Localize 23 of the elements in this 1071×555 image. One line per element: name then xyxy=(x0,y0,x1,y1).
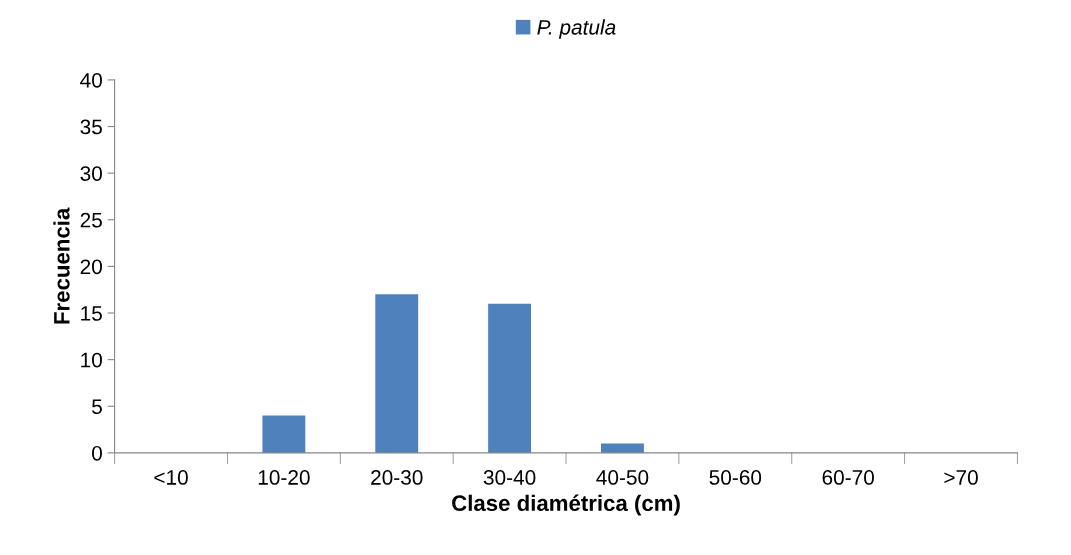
x-tick-label: 60-70 xyxy=(822,470,874,485)
y-tick-label: 35 xyxy=(80,119,102,135)
x-tick-label: >70 xyxy=(944,470,978,485)
y-tick-label: 20 xyxy=(80,259,102,275)
x-tick-label: 20-30 xyxy=(371,470,423,485)
x-tick-label: 30-40 xyxy=(483,470,536,485)
x-tick-label: <10 xyxy=(154,470,188,485)
y-tick-label: 25 xyxy=(80,212,102,228)
x-tick-label: 10-20 xyxy=(258,470,310,485)
x-axis-title: Clase diamétrica (cm) xyxy=(452,494,680,516)
y-tick-label: 30 xyxy=(80,166,102,181)
x-tick-label: 40-50 xyxy=(596,470,649,485)
y-tick-label: 40 xyxy=(80,72,102,88)
y-tick-label: 15 xyxy=(81,306,102,321)
y-tick-label: 10 xyxy=(81,352,102,368)
y-axis-title: Frecuencia xyxy=(53,207,70,324)
legend-label: P. patula xyxy=(537,19,616,39)
y-tick-label: 5 xyxy=(92,399,102,415)
x-tick-label: 50-60 xyxy=(709,470,762,485)
bar xyxy=(488,303,532,453)
bar xyxy=(375,294,419,453)
y-tick-label: 0 xyxy=(92,445,102,461)
bar xyxy=(262,415,306,453)
